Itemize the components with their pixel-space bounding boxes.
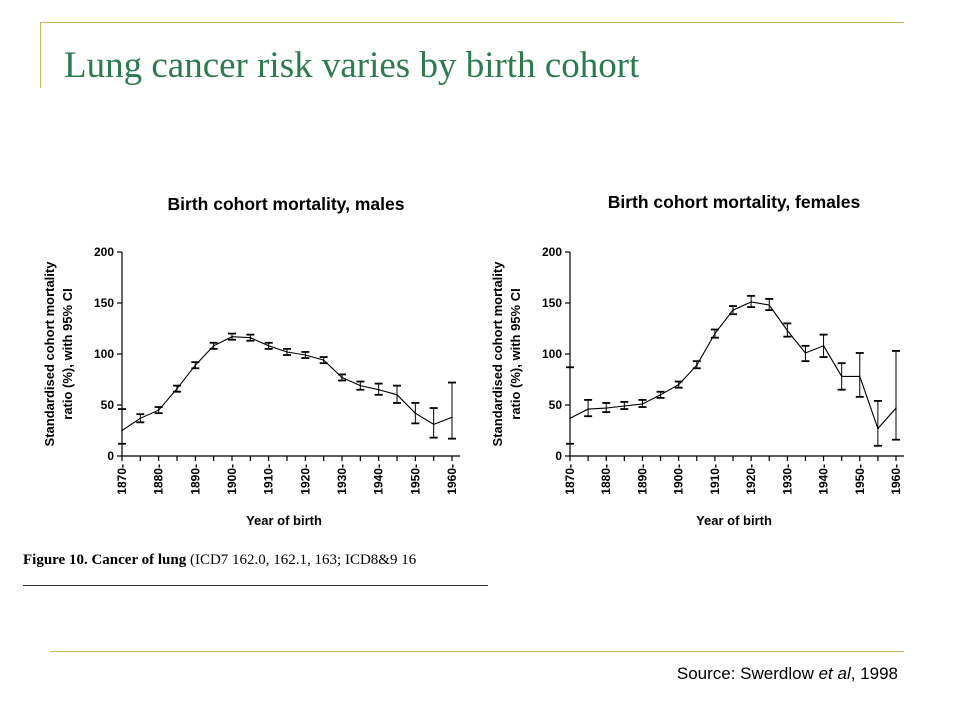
- figure-caption-rest: (ICD7 162.0, 162.1, 163; ICD8&9 16: [186, 552, 417, 568]
- males-y-axis-label-line-2: ratio (%), with 95% CI: [60, 288, 75, 419]
- males-data-point: [176, 387, 178, 390]
- males-y-tick-label: 100: [94, 347, 114, 361]
- slide-title: Lung cancer risk varies by birth cohort: [64, 45, 640, 86]
- males-data-point: [212, 345, 215, 347]
- males-x-tick-label: 1900-: [225, 464, 239, 495]
- males-data-point: [359, 384, 362, 387]
- males-x-tick-label: 1950-: [408, 464, 422, 495]
- females-data-point: [822, 345, 825, 347]
- females-x-tick-label: 1920-: [744, 464, 758, 495]
- females-data-point: [623, 405, 626, 407]
- females-data-point: [714, 332, 716, 335]
- females-x-tick-label: 1950-: [853, 464, 867, 495]
- females-y-tick-label: 50: [549, 398, 563, 412]
- females-data-point: [840, 375, 843, 378]
- source-citation: Source: Swerdlow et al, 1998: [677, 664, 898, 684]
- females-x-tick-label: 1880-: [599, 464, 613, 495]
- males-data-point: [249, 336, 252, 339]
- males-data-point: [341, 376, 343, 379]
- females-chart: Birth cohort mortality, females 0 50 100 150…: [490, 192, 904, 528]
- males-x-tick-label: 1920-: [298, 464, 312, 495]
- females-y-tick-label: 200: [542, 245, 562, 259]
- females-data-point: [677, 383, 680, 386]
- frame-left-line: [40, 22, 41, 88]
- males-data-point: [451, 416, 453, 419]
- males-data-point: [267, 345, 270, 347]
- females-data-point: [877, 427, 879, 430]
- females-y-tick-label: 150: [542, 296, 562, 310]
- males-data-point: [139, 417, 142, 420]
- females-y-axis-label-line-2: ratio (%), with 95% CI: [508, 288, 523, 419]
- males-x-tick-label: 1870-: [115, 464, 129, 495]
- females-data-point: [587, 408, 589, 410]
- source-suffix: , 1998: [850, 664, 898, 683]
- females-data-point: [768, 304, 771, 306]
- females-data-point: [569, 417, 571, 420]
- females-data-point: [786, 329, 789, 332]
- males-y-tick-label: 0: [107, 449, 114, 463]
- females-x-tick-label: 1890-: [635, 464, 649, 495]
- females-data-point: [858, 375, 861, 378]
- figure-caption-bold: Figure 10. Cancer of lung: [23, 552, 187, 568]
- males-x-tick-label: 1890-: [188, 464, 202, 495]
- females-x-tick-label: 1870-: [563, 464, 577, 495]
- males-data-point: [231, 335, 233, 338]
- females-series-line: [569, 301, 897, 430]
- males-data-point: [377, 388, 380, 391]
- males-data-point: [121, 429, 123, 432]
- males-y-tick-label: 150: [94, 296, 114, 310]
- females-y-axis-label-line-1: Standardised cohort mortality: [490, 261, 505, 447]
- males-data-point: [414, 412, 417, 414]
- females-y-tick-label: 0: [555, 449, 562, 463]
- males-data-point: [286, 351, 288, 353]
- females-y-tick-label: 100: [542, 347, 562, 361]
- males-data-point: [322, 359, 325, 361]
- caption-rule: [23, 585, 488, 586]
- males-chart: Birth cohort mortality, males 0 50 100 150 20…: [42, 194, 460, 528]
- males-data-point: [304, 354, 307, 356]
- source-italic: et al: [818, 664, 851, 683]
- males-y-tick-label: 50: [101, 398, 115, 412]
- males-y-axis-label-line-1: Standardised cohort mortality: [42, 261, 57, 447]
- males-data-point: [396, 394, 398, 396]
- females-chart-title: Birth cohort mortality, females: [608, 192, 861, 212]
- frame-top-line: [40, 22, 904, 23]
- females-x-tick-label: 1960-: [889, 464, 903, 495]
- females-x-axis-label: Year of birth: [696, 513, 772, 528]
- males-data-point: [432, 423, 435, 426]
- females-data-point: [641, 403, 644, 405]
- males-data-point: [194, 364, 197, 367]
- females-x-tick-label: 1910-: [708, 464, 722, 495]
- males-x-tick-label: 1880-: [152, 464, 166, 495]
- males-chart-title: Birth cohort mortality, males: [168, 194, 405, 214]
- females-data-point: [895, 407, 897, 409]
- males-y-tick-label: 200: [94, 245, 114, 259]
- males-x-axis-label: Year of birth: [246, 513, 322, 528]
- females-data-point: [695, 364, 698, 367]
- females-x-tick-label: 1940-: [817, 464, 831, 495]
- males-data-point: [157, 409, 160, 411]
- females-x-tick-label: 1930-: [780, 464, 794, 495]
- females-data-point: [605, 407, 608, 409]
- females-data-point: [804, 352, 807, 354]
- females-data-point: [750, 301, 752, 303]
- source-prefix: Source: Swerdlow: [676, 664, 819, 683]
- frame-bottom-line: [50, 651, 904, 652]
- females-data-point: [659, 394, 662, 396]
- males-x-tick-label: 1930-: [335, 464, 349, 495]
- females-x-tick-label: 1900-: [672, 464, 686, 495]
- females-data-point: [732, 309, 734, 311]
- males-x-tick-label: 1940-: [372, 464, 386, 495]
- males-x-tick-label: 1910-: [262, 464, 276, 495]
- figure-caption: Figure 10. Cancer of lung (ICD7 162.0, 1…: [23, 552, 465, 569]
- males-x-tick-label: 1960-: [445, 464, 459, 495]
